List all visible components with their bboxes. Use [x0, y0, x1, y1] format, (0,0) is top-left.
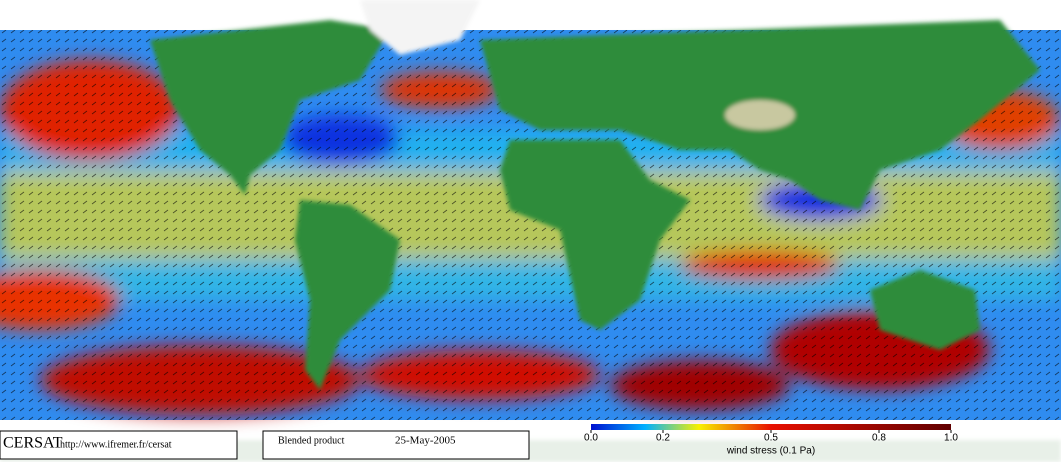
colorbar-ramp: [591, 424, 951, 430]
colorbar-tick-label: 0.8: [872, 433, 886, 444]
product: Blended product: [278, 435, 345, 446]
colorbar-tick-label: 1.0: [944, 433, 958, 444]
colorbar-tick-label: 0.2: [656, 433, 670, 444]
logo: CERSAT: [3, 435, 63, 452]
product-box: [262, 430, 530, 460]
info-box: [0, 430, 238, 460]
footer: CERSAT http://www.ifremer.fr/cersat Blen…: [0, 430, 530, 460]
url: http://www.ifremer.fr/cersat: [60, 439, 172, 450]
date: 25-May-2005: [395, 435, 456, 447]
colorbar: wind stress (0.1 Pa) 0.0 0.2 0.5 0.8 1.0: [584, 424, 958, 457]
colorbar-tick-label: 0.0: [584, 433, 598, 444]
colorbar-tick-label: 0.5: [764, 433, 778, 444]
colorbar-label: wind stress (0.1 Pa): [726, 446, 815, 457]
